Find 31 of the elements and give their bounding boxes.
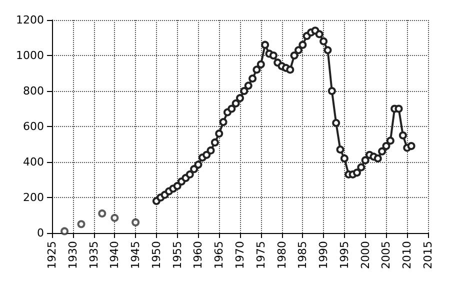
- x-tick-label: 1975: [254, 241, 268, 269]
- point: [77, 220, 86, 228]
- x-tick-label: 1925: [46, 241, 58, 269]
- y-tick-label: 1000: [16, 49, 44, 62]
- point: [132, 218, 140, 226]
- point: [98, 209, 106, 218]
- x-tick-label: 1935: [87, 241, 100, 269]
- x-tick-label: 2015: [422, 241, 434, 269]
- x-tick-label: 1990: [317, 241, 330, 269]
- point: [110, 214, 119, 222]
- y-tick-label: 600: [23, 120, 44, 133]
- y-tick-label: 200: [23, 191, 44, 204]
- x-tick-label: 2010: [400, 241, 414, 269]
- x-tick-label: 1980: [275, 241, 288, 269]
- x-tick-label: 2005: [380, 241, 393, 269]
- y-tick-label: 400: [23, 156, 44, 168]
- x-tick-label: 2000: [358, 241, 372, 269]
- x-tick-label: 1955: [170, 241, 184, 269]
- x-tick-label: 1970: [234, 241, 246, 269]
- x-tick-label: 1930: [66, 241, 80, 269]
- y-tick-label: 800: [23, 84, 44, 98]
- point: [60, 227, 69, 236]
- x-tick-label: 1995: [338, 241, 351, 269]
- x-tick-label: 1965: [212, 241, 226, 269]
- y-tick-label: 1200: [16, 14, 44, 26]
- x-tick-label: 1960: [192, 241, 205, 269]
- x-tick-label: 1945: [129, 241, 142, 269]
- y-tick-label: 0: [37, 226, 44, 240]
- x-tick-label: 1950: [150, 241, 163, 269]
- x-tick-label: 1985: [296, 241, 310, 269]
- x-tick-label: 1940: [108, 241, 122, 269]
